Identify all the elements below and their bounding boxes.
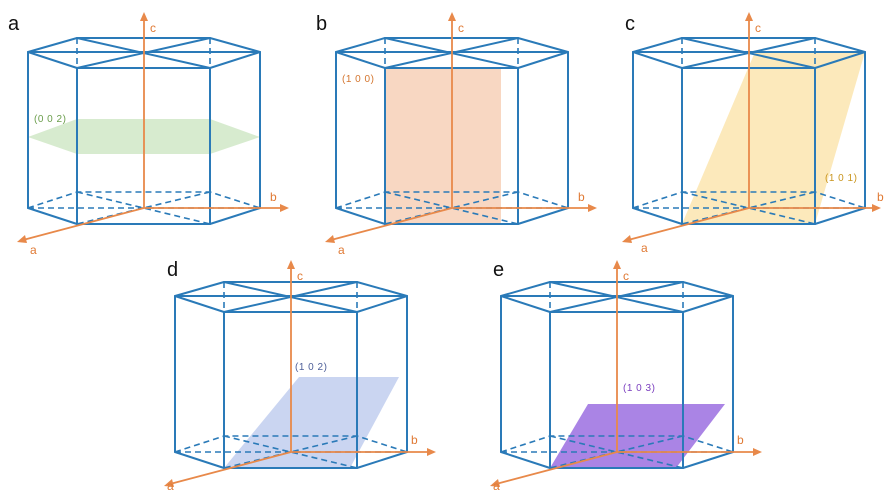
c-axis-arrow (448, 12, 456, 21)
plane-100 (385, 68, 501, 224)
plane-label-103: (1 0 3) (623, 383, 655, 394)
plane-label-002: (0 0 2) (34, 114, 66, 125)
c-axis-label: c (297, 269, 303, 283)
b-axis-label: b (877, 190, 884, 204)
axes: c b a (17, 12, 289, 257)
c-axis-label: c (458, 21, 464, 35)
plane-103 (550, 404, 725, 468)
axes: c b a (490, 260, 762, 490)
b-axis-arrow (280, 204, 289, 212)
a-axis-label: a (338, 243, 345, 257)
panel-b: b (1 0 0) c b a (316, 12, 597, 257)
panel-letter-b: b (316, 13, 327, 35)
plane-label-100: (1 0 0) (342, 74, 374, 85)
panel-e: e (1 0 3) c b a (490, 259, 762, 490)
plane-label-102: (1 0 2) (295, 362, 327, 373)
b-axis-arrow (427, 448, 436, 456)
panel-letter-e: e (493, 259, 504, 281)
a-axis-label: a (641, 241, 648, 255)
c-axis-label: c (150, 21, 156, 35)
a-axis (169, 451, 292, 485)
c-axis-label: c (623, 269, 629, 283)
panel-letter-a: a (8, 13, 20, 35)
a-axis-label: a (167, 479, 174, 490)
axes: c b a (325, 12, 597, 257)
axes: c b a (164, 260, 436, 490)
a-axis-arrow (17, 235, 27, 243)
panel-d: d (1 0 2) c b a (164, 259, 436, 490)
panel-letter-d: d (167, 259, 178, 281)
panel-letter-c: c (625, 13, 635, 35)
a-axis-label: a (30, 243, 37, 257)
b-axis-label: b (411, 433, 418, 447)
c-axis-arrow (613, 260, 621, 269)
a-axis-arrow (325, 235, 335, 243)
plane-label-101: (1 0 1) (825, 173, 857, 184)
a-axis (22, 207, 145, 241)
axes: c b a (622, 12, 884, 255)
a-axis (330, 207, 453, 241)
b-axis-label: b (737, 433, 744, 447)
c-axis-arrow (745, 12, 753, 21)
b-axis-label: b (270, 190, 277, 204)
a-axis-arrow (164, 479, 174, 487)
panel-a: a (0 0 2) c b a (8, 12, 289, 257)
panel-c: c (1 0 1) c b a (622, 12, 884, 255)
c-axis-arrow (140, 12, 148, 21)
a-axis-label: a (493, 479, 500, 490)
b-axis-label: b (578, 190, 585, 204)
a-axis (627, 207, 750, 241)
b-axis-arrow (872, 204, 881, 212)
plane-101 (682, 52, 865, 224)
c-axis-arrow (287, 260, 295, 269)
a-axis-arrow (490, 479, 500, 487)
a-axis-arrow (622, 235, 632, 243)
plane-102 (224, 377, 399, 468)
a-axis (495, 451, 618, 485)
b-axis-arrow (753, 448, 762, 456)
b-axis-arrow (588, 204, 597, 212)
c-axis-label: c (755, 21, 761, 35)
